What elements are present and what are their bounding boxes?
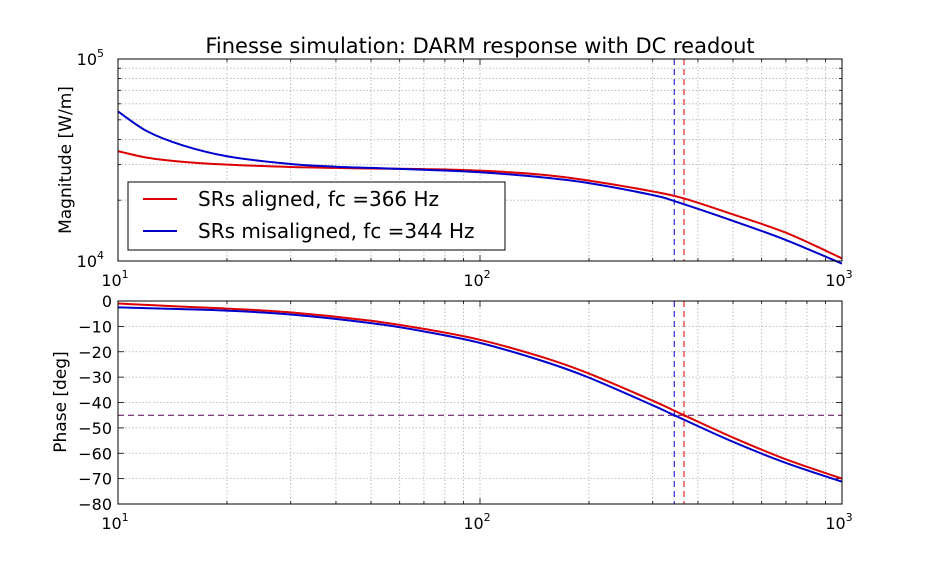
plot-frame [117, 300, 843, 505]
y-tick-label: −80 [78, 495, 112, 514]
y-tick-label: −50 [78, 419, 112, 438]
x-tick-label: 102 [463, 511, 490, 533]
x-tick-label: 101 [101, 268, 128, 290]
legend-label-misaligned: SRs misaligned, fc =344 Hz [198, 219, 475, 243]
y-tick-label: 104 [77, 249, 104, 271]
series-line-aligned [117, 302, 843, 480]
series-line-aligned [117, 150, 843, 260]
legend: SRs aligned, fc =366 Hz SRs misaligned, … [127, 181, 506, 251]
legend-label-aligned: SRs aligned, fc =366 Hz [198, 187, 439, 211]
y-tick-label: −70 [78, 470, 112, 489]
y-tick-label: −40 [78, 394, 112, 413]
y-tick-label: −10 [78, 317, 112, 336]
y-tick-label: 105 [77, 47, 104, 69]
chart-title: Finesse simulation: DARM response with D… [205, 34, 754, 58]
plot-frame [117, 58, 843, 262]
x-tick-label: 103 [825, 268, 852, 290]
y-tick-label: −30 [78, 368, 112, 387]
y-tick-label: −60 [78, 444, 112, 463]
magnitude-panel: 101 102 103 104 105 [77, 47, 853, 290]
series-line-misaligned [117, 110, 843, 265]
x-tick-label: 102 [463, 268, 490, 290]
phase-ylabel: Phase [deg] [51, 351, 71, 452]
x-tick-label: 103 [825, 511, 852, 533]
y-tick-label: 0 [102, 292, 112, 311]
x-tick-label: 101 [101, 511, 128, 533]
phase-panel: 101 102 103 0 −10 −20 −30 −40 −50 −60 −70 −80 [78, 292, 852, 533]
magnitude-ylabel: Magnitude [W/m] [56, 86, 76, 234]
series-line-misaligned [117, 306, 843, 483]
y-tick-label: −20 [78, 343, 112, 362]
legend-box [127, 181, 506, 251]
